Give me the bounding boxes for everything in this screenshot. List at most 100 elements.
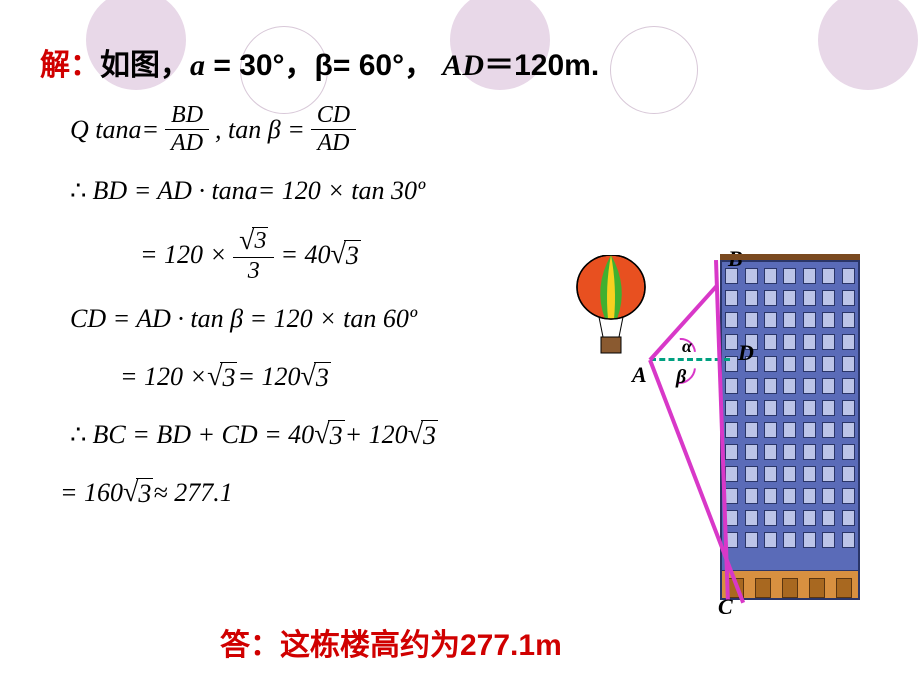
header-text-1: 如图， xyxy=(100,49,190,82)
building-window xyxy=(842,532,855,548)
building-window xyxy=(803,466,816,482)
building-window xyxy=(745,444,758,460)
l3-frac-num-rad: 3 xyxy=(252,227,268,255)
building-window xyxy=(764,532,777,548)
building-window xyxy=(822,444,835,460)
l2-b: BD = AD · tan xyxy=(93,176,245,206)
l1-frac2: CD AD xyxy=(311,102,356,157)
building-window-row xyxy=(722,532,858,548)
building-window xyxy=(822,356,835,372)
building-window xyxy=(745,378,758,394)
answer-text: 答：这栋楼高约为277.1m xyxy=(220,620,562,664)
building-window xyxy=(803,488,816,504)
building-window xyxy=(842,510,855,526)
building-window xyxy=(783,334,796,350)
l1-alpha: a xyxy=(129,115,142,145)
l5-b: = 120 xyxy=(237,362,300,392)
building-window xyxy=(783,510,796,526)
building-window xyxy=(783,422,796,438)
building-window xyxy=(764,466,777,482)
l1-a: Q tan xyxy=(70,115,129,145)
building-window xyxy=(842,488,855,504)
header-eq1: = 30°，β= 60°， xyxy=(205,49,442,82)
l5-a: = 120 × xyxy=(120,362,207,392)
building-window xyxy=(842,378,855,394)
building-window xyxy=(745,488,758,504)
building-roof xyxy=(720,254,860,260)
building-window xyxy=(764,488,777,504)
building-window xyxy=(803,356,816,372)
l2-alpha: a xyxy=(245,176,258,206)
building-window xyxy=(822,422,835,438)
building-window xyxy=(842,268,855,284)
l2-therefore: ∴ xyxy=(70,176,87,206)
building-window xyxy=(745,466,758,482)
building-window xyxy=(803,268,816,284)
l1-frac1-den: AD xyxy=(165,130,209,157)
building-window xyxy=(783,488,796,504)
l3-rad: 3 xyxy=(344,240,361,271)
problem-header: 解：如图，a = 30°，β= 60°， AD＝120m. xyxy=(40,40,880,84)
hot-air-balloon-icon xyxy=(575,255,647,360)
building-window xyxy=(764,444,777,460)
building-window xyxy=(764,510,777,526)
building-window xyxy=(842,400,855,416)
point-d-label: D xyxy=(738,340,754,366)
building-window xyxy=(783,532,796,548)
building-window xyxy=(842,422,855,438)
l6-c: + 120 xyxy=(345,420,408,450)
point-a-label: A xyxy=(632,362,647,388)
building-window-row xyxy=(722,488,858,504)
building-window xyxy=(803,312,816,328)
building-window-row xyxy=(722,422,858,438)
building-window xyxy=(803,290,816,306)
l6-sqrt1: 3 xyxy=(314,419,344,451)
building-window-row xyxy=(722,444,858,460)
math-line-1: Q tan a = BD AD , tan β = CD AD xyxy=(70,102,880,157)
building-window xyxy=(842,356,855,372)
solve-label: 解： xyxy=(40,49,100,82)
header-alpha: a xyxy=(190,49,205,82)
building-window xyxy=(822,334,835,350)
l1-c: , tan β = xyxy=(215,115,305,145)
l6-rad1: 3 xyxy=(328,420,345,451)
building-window xyxy=(803,378,816,394)
building-window xyxy=(822,378,835,394)
building-window xyxy=(783,400,796,416)
building-window xyxy=(822,510,835,526)
l7-b: ≈ 277.1 xyxy=(153,478,232,508)
building-window xyxy=(803,444,816,460)
l3-frac: 3 3 xyxy=(233,225,274,285)
building-window xyxy=(764,378,777,394)
building-window xyxy=(803,532,816,548)
building-window xyxy=(822,290,835,306)
l3-b: = 40 xyxy=(280,240,330,270)
building-window xyxy=(745,532,758,548)
building-window xyxy=(803,334,816,350)
building-window xyxy=(725,334,738,350)
building-window xyxy=(783,312,796,328)
l5-rad1: 3 xyxy=(220,362,237,393)
building-window xyxy=(822,400,835,416)
l2-c: = 120 × tan 30º xyxy=(258,176,425,206)
building-window xyxy=(764,312,777,328)
l3-a: = 120 × xyxy=(140,240,227,270)
l6-therefore: ∴ xyxy=(70,420,87,450)
building-window xyxy=(822,532,835,548)
building-window xyxy=(764,290,777,306)
building-window xyxy=(725,378,738,394)
building-window xyxy=(725,466,738,482)
building-door xyxy=(809,578,825,598)
building-window-row xyxy=(722,400,858,416)
building-window xyxy=(842,444,855,460)
building-window xyxy=(842,466,855,482)
building-window xyxy=(783,268,796,284)
geometry-diagram: A B C D α β xyxy=(570,250,890,610)
building-window xyxy=(745,510,758,526)
building-window-row xyxy=(722,378,858,394)
l3-frac-den: 3 xyxy=(242,258,266,285)
building-window xyxy=(764,268,777,284)
building-window xyxy=(783,378,796,394)
building-window xyxy=(764,334,777,350)
l1-frac2-num: CD xyxy=(311,102,356,130)
